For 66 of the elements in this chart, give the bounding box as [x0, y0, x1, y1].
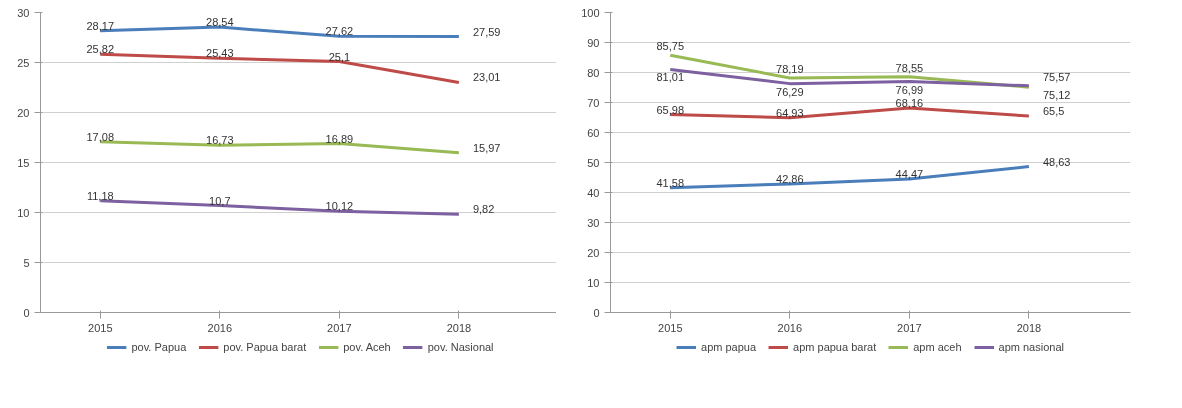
y-tick-label: 90 — [587, 36, 600, 49]
data-label: 27,59 — [472, 25, 501, 38]
data-label: 41,58 — [656, 176, 685, 189]
data-label: 17,08 — [86, 130, 115, 143]
x-tick-label: 2017 — [327, 321, 352, 334]
data-label: 10,12 — [325, 200, 354, 213]
y-tick-label: 50 — [587, 156, 600, 169]
data-label: 48,63 — [1042, 155, 1071, 168]
y-tick-label: 70 — [587, 96, 600, 109]
y-tick-label: 40 — [587, 186, 600, 199]
x-tick-label: 2018 — [446, 321, 472, 334]
x-tick-label: 2016 — [777, 321, 803, 334]
y-tick-label: 30 — [587, 216, 600, 229]
data-label: 78,19 — [776, 62, 804, 75]
data-label: 28,54 — [206, 16, 234, 29]
data-label: 16,89 — [325, 132, 354, 145]
data-label: 42,86 — [776, 172, 804, 185]
y-tick-label: 15 — [17, 156, 30, 169]
y-tick-label: 25 — [17, 56, 30, 69]
legend-label: pov. Papua — [131, 341, 187, 353]
y-tick-label: 10 — [17, 206, 30, 219]
legend-label: apm papua barat — [793, 341, 877, 353]
y-tick-label: 100 — [581, 6, 600, 19]
y-tick-label: 80 — [587, 66, 600, 79]
y-tick-label: 10 — [587, 276, 600, 289]
data-label: 25,43 — [206, 47, 234, 60]
data-label: 68,16 — [895, 97, 924, 110]
data-label: 76,99 — [895, 83, 924, 96]
data-label: 75,12 — [1042, 89, 1071, 102]
data-label: 81,01 — [656, 71, 685, 84]
y-tick-label: 20 — [17, 106, 30, 119]
legend-label: pov. Papua barat — [223, 341, 307, 353]
data-label: 28,17 — [86, 19, 115, 32]
data-label: 25,1 — [328, 50, 351, 63]
data-label: 78,55 — [895, 61, 924, 74]
y-tick-label: 0 — [593, 306, 600, 319]
data-label: 64,93 — [776, 106, 804, 119]
legend-label: pov. Nasional — [427, 341, 494, 353]
data-label: 75,57 — [1042, 70, 1071, 83]
legend-label: apm papua — [701, 341, 757, 353]
x-tick-label: 2015 — [88, 321, 113, 334]
data-label: 16,73 — [206, 134, 234, 147]
data-label: 85,75 — [656, 40, 685, 53]
data-label: 44,47 — [895, 168, 924, 181]
data-label: 65,98 — [656, 103, 685, 116]
data-label: 25,82 — [86, 43, 115, 56]
data-label: 23,01 — [472, 71, 501, 84]
data-label: 10,7 — [209, 194, 231, 207]
legend-label: pov. Aceh — [343, 341, 391, 353]
y-tick-label: 30 — [17, 6, 30, 19]
legend-label: apm aceh — [913, 341, 962, 353]
y-tick-label: 0 — [23, 306, 30, 319]
x-tick-label: 2015 — [658, 321, 683, 334]
y-tick-label: 60 — [587, 126, 600, 139]
data-label: 15,97 — [472, 141, 501, 154]
legend-label: apm nasional — [998, 341, 1064, 353]
x-tick-label: 2017 — [897, 321, 922, 334]
y-tick-label: 20 — [587, 246, 600, 259]
data-label: 11,18 — [86, 189, 114, 202]
data-label: 27,62 — [325, 25, 354, 38]
x-tick-label: 2018 — [1016, 321, 1042, 334]
data-label: 76,29 — [776, 85, 804, 98]
data-label: 9,82 — [472, 203, 495, 216]
data-label: 65,5 — [1042, 105, 1065, 117]
x-tick-label: 2016 — [207, 321, 233, 334]
y-tick-label: 5 — [23, 256, 30, 269]
